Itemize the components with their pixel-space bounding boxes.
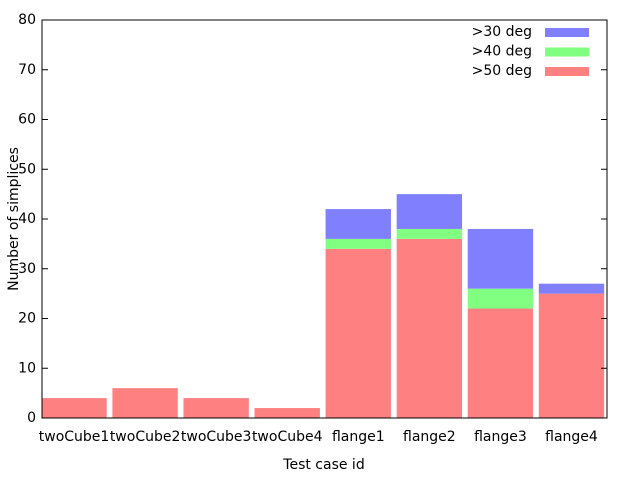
bar-segment [42, 398, 107, 418]
y-tick-label: 10 [18, 360, 36, 376]
x-tick-label: twoCube4 [252, 429, 323, 445]
bar-segment [467, 308, 534, 418]
y-tick-label: 70 [18, 62, 36, 78]
legend-swatch [545, 67, 589, 76]
y-tick-label: 60 [18, 112, 36, 128]
legend-swatch [545, 47, 589, 57]
legend-label: >30 deg [472, 24, 532, 40]
x-tick-label: twoCube3 [181, 429, 252, 445]
bar-segment [467, 288, 534, 309]
bar-segment [254, 408, 320, 418]
x-axis-label: Test case id [282, 457, 364, 473]
bar-segment [467, 228, 534, 289]
bar-segment [396, 238, 463, 418]
y-tick-label: 50 [18, 161, 36, 177]
bars [42, 194, 605, 418]
bar-segment [183, 398, 249, 418]
x-tick-label: flange4 [545, 429, 598, 445]
legend-label: >40 deg [472, 44, 532, 60]
y-tick-label: 20 [18, 311, 36, 327]
bar-segment [325, 248, 391, 418]
y-axis-label: Number of simplices [6, 147, 22, 291]
y-tick-label: 80 [18, 12, 36, 28]
legend-swatch [545, 28, 589, 37]
legend-label: >50 deg [472, 63, 532, 79]
bar-segment [325, 238, 391, 249]
x-tick-label: flange2 [403, 429, 456, 445]
x-tick-label: flange3 [474, 429, 527, 445]
y-tick-label: 30 [18, 261, 36, 277]
bar-segment [538, 283, 605, 294]
bar-segment [396, 228, 463, 239]
bar-segment [396, 194, 463, 229]
y-tick-label: 40 [18, 211, 36, 227]
x-tick-label: twoCube1 [39, 429, 110, 445]
x-tick-label: flange1 [332, 429, 385, 445]
x-tick-label: twoCube2 [110, 429, 181, 445]
y-tick-label: 0 [27, 410, 36, 426]
bar-segment [538, 293, 605, 418]
bar-segment [112, 388, 178, 418]
bar-segment [325, 209, 391, 239]
